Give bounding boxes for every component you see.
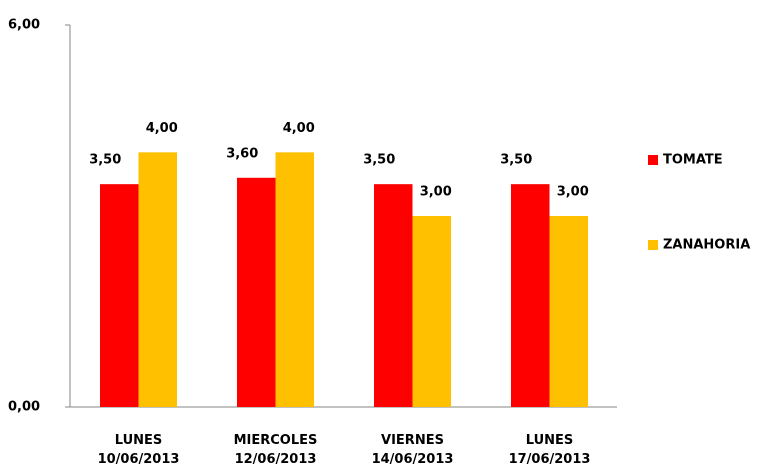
legend-swatch	[648, 240, 658, 250]
data-label: 3,60	[226, 146, 258, 161]
x-tick-label: LUNES 17/06/2013	[508, 433, 591, 467]
bar	[138, 152, 177, 407]
data-label: 3,50	[363, 153, 395, 168]
data-label: 4,00	[146, 121, 178, 136]
data-label: 3,00	[420, 185, 452, 200]
y-tick-label: 0,00	[8, 400, 40, 415]
x-tick-label: MIERCOLES 12/06/2013	[233, 433, 318, 467]
bar	[237, 177, 276, 407]
legend-swatch	[648, 155, 658, 165]
data-label: 4,00	[283, 121, 315, 136]
bar	[374, 184, 413, 407]
legend-label: TOMATE	[663, 153, 723, 168]
x-tick-label: VIERNES 14/06/2013	[371, 433, 454, 467]
bar	[549, 216, 588, 407]
bar	[275, 152, 314, 407]
data-label: 3,50	[89, 153, 121, 168]
data-label: 3,00	[557, 185, 589, 200]
bar	[412, 216, 451, 407]
x-tick-label: LUNES 10/06/2013	[97, 433, 180, 467]
bar	[511, 184, 550, 407]
bar	[100, 184, 139, 407]
data-label: 3,50	[500, 153, 532, 168]
y-tick-label: 6,00	[8, 18, 40, 33]
legend-label: ZANAHORIA	[663, 238, 750, 253]
